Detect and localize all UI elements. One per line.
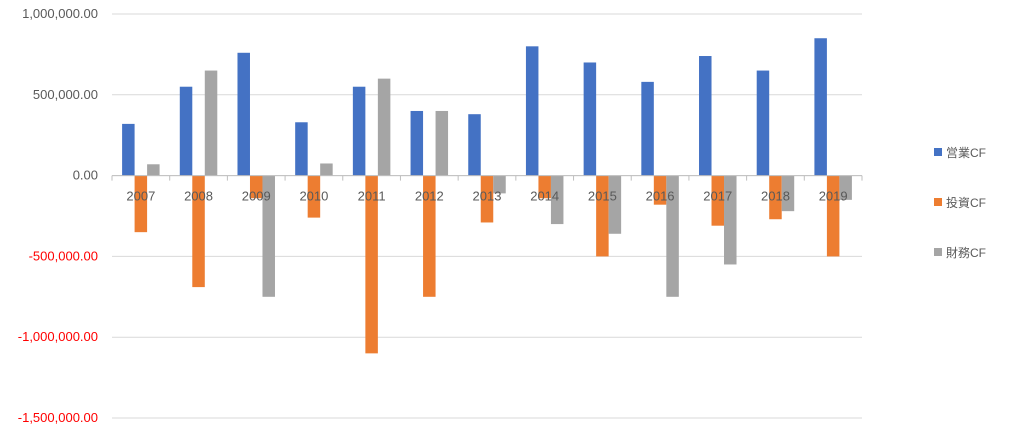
bar-operating-cf: [468, 114, 481, 176]
bar-financing-cf: [839, 175, 852, 200]
x-tick-label: 2009: [242, 189, 271, 204]
x-tick-label: 2012: [415, 189, 444, 204]
y-tick-label: 500,000.00: [33, 87, 98, 102]
x-tick-label: 2017: [703, 189, 732, 204]
x-tick-label: 2015: [588, 189, 617, 204]
bar-financing-cf: [550, 175, 564, 225]
x-tick-label: 2011: [358, 189, 386, 204]
x-tick-label: 2013: [473, 189, 502, 204]
x-tick-label: 2008: [184, 189, 213, 204]
bar-investing-cf: [826, 175, 840, 257]
x-tick-label: 2018: [761, 189, 790, 204]
legend-label-operating-cf: 営業CF: [946, 145, 986, 160]
legend-label-financing-cf: 財務CF: [946, 245, 986, 260]
legend-swatch-financing-cf: [934, 248, 942, 256]
x-tick-label: 2007: [126, 189, 155, 204]
bar-investing-cf: [365, 175, 378, 354]
bar-operating-cf: [179, 86, 193, 176]
bar-operating-cf: [756, 70, 770, 176]
y-tick-label: -1,500,000.00: [18, 410, 98, 425]
bar-financing-cf: [147, 164, 160, 176]
bar-financing-cf: [608, 175, 622, 234]
x-tick-label: 2019: [819, 189, 848, 204]
bar-operating-cf: [525, 46, 539, 176]
bar-financing-cf: [666, 175, 679, 297]
y-tick-label: -1,000,000.00: [18, 329, 98, 344]
bar-investing-cf: [249, 175, 263, 199]
bar-financing-cf: [204, 70, 218, 176]
legend-item-operating-cf: 営業CF: [934, 140, 1024, 164]
bar-financing-cf: [320, 163, 333, 176]
bar-investing-cf: [423, 175, 436, 297]
bar-financing-cf: [262, 175, 275, 297]
bar-financing-cf: [724, 175, 737, 265]
bar-operating-cf: [295, 122, 308, 176]
bar-operating-cf: [583, 62, 597, 176]
legend-item-investing-cf: 投資CF: [934, 190, 1024, 214]
bar-investing-cf: [307, 175, 321, 218]
bar-operating-cf: [814, 38, 827, 176]
x-tick-label: 2016: [646, 189, 675, 204]
bar-financing-cf: [493, 175, 506, 194]
bar-financing-cf: [781, 175, 795, 212]
legend-item-financing-cf: 財務CF: [934, 240, 1024, 264]
bar-investing-cf: [711, 175, 725, 226]
y-tick-label: -500,000.00: [29, 248, 98, 263]
bar-investing-cf: [596, 175, 609, 257]
legend-swatch-investing-cf: [934, 198, 942, 206]
bar-financing-cf: [435, 110, 449, 176]
y-tick-label: 0.00: [73, 168, 98, 183]
y-tick-label: 1,000,000.00: [22, 6, 98, 21]
x-tick-label: 2010: [299, 189, 328, 204]
bar-financing-cf: [377, 78, 391, 176]
bar-operating-cf: [122, 123, 135, 176]
bar-investing-cf: [653, 175, 667, 205]
x-tick-label: 2014: [530, 189, 559, 204]
bar-investing-cf: [192, 175, 205, 288]
bar-operating-cf: [237, 52, 250, 176]
legend-swatch-operating-cf: [934, 148, 942, 156]
bar-investing-cf: [134, 175, 148, 233]
legend-label-investing-cf: 投資CF: [946, 195, 986, 210]
bar-investing-cf: [480, 175, 494, 223]
legend: 営業CF 投資CF 財務CF: [934, 140, 1024, 290]
bar-investing-cf: [769, 175, 782, 220]
bar-operating-cf: [699, 56, 712, 176]
bar-investing-cf: [538, 175, 551, 199]
bar-operating-cf: [352, 86, 366, 176]
bar-operating-cf: [641, 81, 654, 176]
bar-operating-cf: [410, 110, 424, 176]
